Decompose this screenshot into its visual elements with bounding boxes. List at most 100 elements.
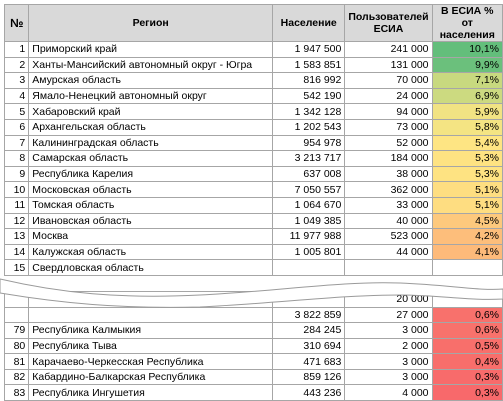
cell-population[interactable]: 1 064 670	[272, 196, 346, 214]
cell-population[interactable]: 1 005 801	[272, 243, 346, 261]
cell-users[interactable]: 3 000	[344, 322, 433, 339]
cell-percent[interactable]: 5,1%	[431, 181, 503, 198]
cell-users[interactable]: 70 000	[344, 72, 433, 89]
cell-percent[interactable]	[431, 259, 503, 276]
cell-users[interactable]	[344, 259, 433, 276]
cell-no[interactable]: 6	[3, 118, 30, 136]
cell-percent[interactable]: 6,9%	[431, 87, 503, 105]
cell-percent[interactable]: 4,5%	[431, 212, 503, 230]
cell-no[interactable]	[3, 306, 30, 324]
cell-percent[interactable]: 0,4%	[431, 353, 503, 370]
table-row[interactable]: 6 Архангельская область 1 202 543 73 000 5,8…	[3, 118, 503, 136]
cell-region[interactable]: Свердловская область	[28, 259, 274, 276]
cell-no[interactable]: 13	[3, 228, 30, 245]
table-row[interactable]: 79 Республика Калмыкия 284 245 3 000 0,6%	[3, 322, 503, 339]
table-row[interactable]: 3 Амурская область 816 992 70 000 7,1%	[3, 72, 503, 89]
cell-population[interactable]: 443 236	[272, 384, 346, 401]
cell-population[interactable]: 1 583 851	[272, 56, 346, 74]
cell-no[interactable]: 79	[3, 322, 30, 339]
cell-region[interactable]: Ямало-Ненецкий автономный округ	[28, 87, 274, 105]
cell-region[interactable]: Томская область	[28, 196, 274, 214]
table-row[interactable]: 10 Московская область 7 050 557 362 000 5,1%	[3, 181, 503, 198]
cell-no[interactable]: 8	[3, 150, 30, 167]
cell-no[interactable]: 15	[3, 259, 30, 276]
cell-region[interactable]: Кабардино-Балкарская Республика	[28, 368, 274, 386]
table-row[interactable]: 7 Калининградская область 954 978 52 000 5,4…	[3, 134, 503, 152]
header-no[interactable]: №	[3, 4, 30, 42]
cell-population[interactable]: 954 978	[272, 134, 346, 152]
table-row[interactable]: 11 Томская область 1 064 670 33 000 5,1%	[3, 196, 503, 214]
cell-users[interactable]: 241 000	[344, 41, 433, 58]
table-row[interactable]: 5 Хабаровский край 1 342 128 94 000 5,9%	[3, 103, 503, 120]
cell-users[interactable]: 2 000	[344, 337, 433, 355]
cell-region[interactable]: Калужская область	[28, 243, 274, 261]
table-row[interactable]: 9 Республика Карелия 637 008 38 000 5,3%	[3, 165, 503, 183]
cell-percent[interactable]: 4,2%	[431, 228, 503, 245]
cell-region[interactable]: Приморский край	[28, 41, 274, 58]
table-row[interactable]: 12 Ивановская область 1 049 385 40 000 4,5%	[3, 212, 503, 230]
cell-percent[interactable]: 7,1%	[431, 72, 503, 89]
header-region[interactable]: Регион	[28, 4, 274, 42]
cell-percent[interactable]: 0,3%	[431, 368, 503, 386]
cell-no[interactable]: 3	[3, 72, 30, 89]
table-row[interactable]: 13 Москва 11 977 988 523 000 4,2%	[3, 228, 503, 245]
cell-region[interactable]	[28, 290, 274, 308]
cell-population[interactable]: 11 977 988	[272, 228, 346, 245]
cell-population[interactable]	[272, 259, 346, 276]
header-percent[interactable]: В ЕСИА % от населения	[431, 4, 503, 42]
cell-percent[interactable]: 4,1%	[431, 243, 503, 261]
cell-percent[interactable]	[431, 290, 503, 308]
header-population[interactable]: Население	[272, 4, 346, 42]
cell-no[interactable]	[3, 290, 30, 308]
table-row[interactable]: 81 Карачаево-Черкесская Республика 471 683…	[3, 353, 503, 370]
cell-users[interactable]: 38 000	[344, 165, 433, 183]
cell-users[interactable]: 184 000	[344, 150, 433, 167]
cell-no[interactable]: 12	[3, 212, 30, 230]
table-row[interactable]: 14 Калужская область 1 005 801 44 000 4,1%	[3, 243, 503, 261]
cell-users[interactable]: 3 000	[344, 368, 433, 386]
cell-users[interactable]: 362 000	[344, 181, 433, 198]
cell-region[interactable]: Калининградская область	[28, 134, 274, 152]
cell-users[interactable]: 131 000	[344, 56, 433, 74]
cell-no[interactable]: 14	[3, 243, 30, 261]
cell-users[interactable]: 44 000	[344, 243, 433, 261]
cell-users[interactable]: 4 000	[344, 384, 433, 401]
cell-population[interactable]: 3 213 717	[272, 150, 346, 167]
table-row[interactable]: 1 Приморский край 1 947 500 241 000 10,1%	[3, 41, 503, 58]
cell-population[interactable]: 816 992	[272, 72, 346, 89]
table-row[interactable]: 3 822 859 27 000 0,6%	[3, 306, 503, 324]
cell-region[interactable]: Москва	[28, 228, 274, 245]
cell-region[interactable]: Карачаево-Черкесская Республика	[28, 353, 274, 370]
cell-region[interactable]: Архангельская область	[28, 118, 274, 136]
cell-users[interactable]: 33 000	[344, 196, 433, 214]
table-row[interactable]: 83 Республика Ингушетия 443 236 4 000 0,3%	[3, 384, 503, 401]
cell-population[interactable]: 3 822 859	[272, 306, 346, 324]
cell-no[interactable]: 1	[3, 41, 30, 58]
cell-region[interactable]: Самарская область	[28, 150, 274, 167]
cell-percent[interactable]: 5,4%	[431, 134, 503, 152]
cell-percent[interactable]: 10,1%	[431, 41, 503, 58]
cell-population[interactable]: 310 694	[272, 337, 346, 355]
cell-region[interactable]	[28, 306, 274, 324]
header-users[interactable]: Пользователей ЕСИА	[344, 4, 433, 42]
cell-no[interactable]: 4	[3, 87, 30, 105]
cell-population[interactable]: 1 202 543	[272, 118, 346, 136]
table-row[interactable]: 15 Свердловская область	[3, 259, 503, 276]
cell-region[interactable]: Хабаровский край	[28, 103, 274, 120]
cell-users[interactable]: 94 000	[344, 103, 433, 120]
cell-percent[interactable]: 5,9%	[431, 103, 503, 120]
table-row[interactable]: 2 Ханты-Мансийский автономный округ - Югр…	[3, 56, 503, 74]
cell-region[interactable]: Республика Карелия	[28, 165, 274, 183]
table-row[interactable]: 80 Республика Тыва 310 694 2 000 0,5%	[3, 337, 503, 355]
cell-users[interactable]: 24 000	[344, 87, 433, 105]
table-row[interactable]: 82 Кабардино-Балкарская Республика 859 126…	[3, 368, 503, 386]
cell-percent[interactable]: 5,3%	[431, 150, 503, 167]
cell-population[interactable]: 637 008	[272, 165, 346, 183]
cell-region[interactable]: Амурская область	[28, 72, 274, 89]
cell-population[interactable]: 471 683	[272, 353, 346, 370]
cell-no[interactable]: 10	[3, 181, 30, 198]
cell-population[interactable]: 7 050 557	[272, 181, 346, 198]
cell-percent[interactable]: 9,9%	[431, 56, 503, 74]
cell-population[interactable]: 1 947 500	[272, 41, 346, 58]
cell-population[interactable]: 859 126	[272, 368, 346, 386]
